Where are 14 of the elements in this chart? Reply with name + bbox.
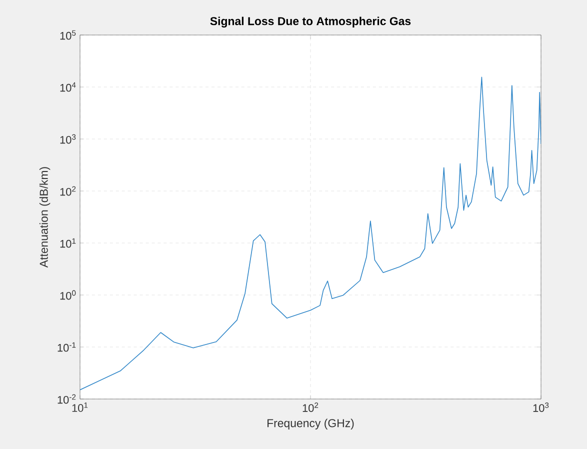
y-tick-label: 10$^{-2}$ [58, 394, 76, 404]
chart-title: Signal Loss Due to Atmospheric Gas [210, 16, 411, 28]
y-tick-label: 10$^{-1}$ [58, 342, 76, 352]
y-tick-label: 10$^{1}$ [60, 238, 76, 248]
x-tick-label: 10$^{3}$ [533, 402, 549, 412]
y-axis-title: Attenuation (dB/km) [39, 167, 50, 268]
x-tick-label: 10$^{1}$ [72, 402, 88, 412]
y-tick-label: 10$^{3}$ [60, 134, 76, 144]
x-axis-title: Frequency (GHz) [268, 418, 354, 430]
y-tick-label: 10$^{4}$ [60, 82, 76, 92]
x-tick-label: 10$^{2}$ [302, 402, 318, 412]
y-tick-label: 10$^{5}$ [60, 30, 76, 40]
y-tick-label: 10$^{2}$ [60, 186, 76, 196]
y-tick-label: 10$^{0}$ [60, 290, 76, 300]
